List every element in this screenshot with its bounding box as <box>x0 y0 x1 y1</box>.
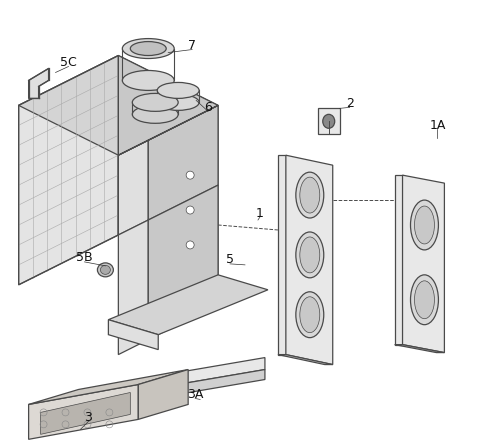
Ellipse shape <box>300 177 320 213</box>
Polygon shape <box>148 370 265 400</box>
Text: 6: 6 <box>204 101 212 114</box>
Polygon shape <box>119 220 148 355</box>
Polygon shape <box>278 155 286 355</box>
Polygon shape <box>395 175 403 345</box>
Text: 5C: 5C <box>60 56 77 69</box>
Polygon shape <box>29 370 188 405</box>
Polygon shape <box>138 370 188 419</box>
Polygon shape <box>19 55 218 155</box>
Text: 1: 1 <box>256 206 264 219</box>
Text: 2: 2 <box>346 97 354 110</box>
Text: 1A: 1A <box>429 119 445 132</box>
Ellipse shape <box>415 281 434 319</box>
Polygon shape <box>148 358 265 389</box>
Text: 3: 3 <box>84 411 92 424</box>
Ellipse shape <box>410 275 438 325</box>
Polygon shape <box>286 155 333 364</box>
Ellipse shape <box>186 206 194 214</box>
Ellipse shape <box>323 114 335 128</box>
Polygon shape <box>41 392 130 434</box>
Polygon shape <box>318 108 340 134</box>
Text: 5: 5 <box>226 253 234 266</box>
Polygon shape <box>278 355 333 364</box>
Ellipse shape <box>157 95 199 110</box>
Text: 5B: 5B <box>76 252 93 264</box>
Polygon shape <box>29 384 138 439</box>
Polygon shape <box>29 69 48 99</box>
Ellipse shape <box>132 93 178 112</box>
Text: 7: 7 <box>188 39 196 52</box>
Ellipse shape <box>122 38 174 58</box>
Polygon shape <box>148 105 218 220</box>
Ellipse shape <box>186 171 194 179</box>
Ellipse shape <box>296 172 324 218</box>
Polygon shape <box>108 275 268 334</box>
Ellipse shape <box>415 206 434 244</box>
Ellipse shape <box>97 263 113 277</box>
Ellipse shape <box>410 200 438 250</box>
Ellipse shape <box>296 292 324 338</box>
Polygon shape <box>119 55 218 285</box>
Ellipse shape <box>300 237 320 273</box>
Polygon shape <box>148 185 218 340</box>
Text: 3A: 3A <box>187 388 204 401</box>
Polygon shape <box>119 105 218 155</box>
Polygon shape <box>403 175 444 353</box>
Ellipse shape <box>130 41 166 55</box>
Polygon shape <box>395 345 444 353</box>
Polygon shape <box>138 384 148 400</box>
Ellipse shape <box>132 105 178 123</box>
Ellipse shape <box>186 241 194 249</box>
Ellipse shape <box>100 265 110 274</box>
Polygon shape <box>108 320 158 350</box>
Ellipse shape <box>157 83 199 99</box>
Ellipse shape <box>296 232 324 278</box>
Ellipse shape <box>122 70 174 91</box>
Polygon shape <box>119 140 148 235</box>
Ellipse shape <box>300 297 320 333</box>
Polygon shape <box>19 55 119 285</box>
